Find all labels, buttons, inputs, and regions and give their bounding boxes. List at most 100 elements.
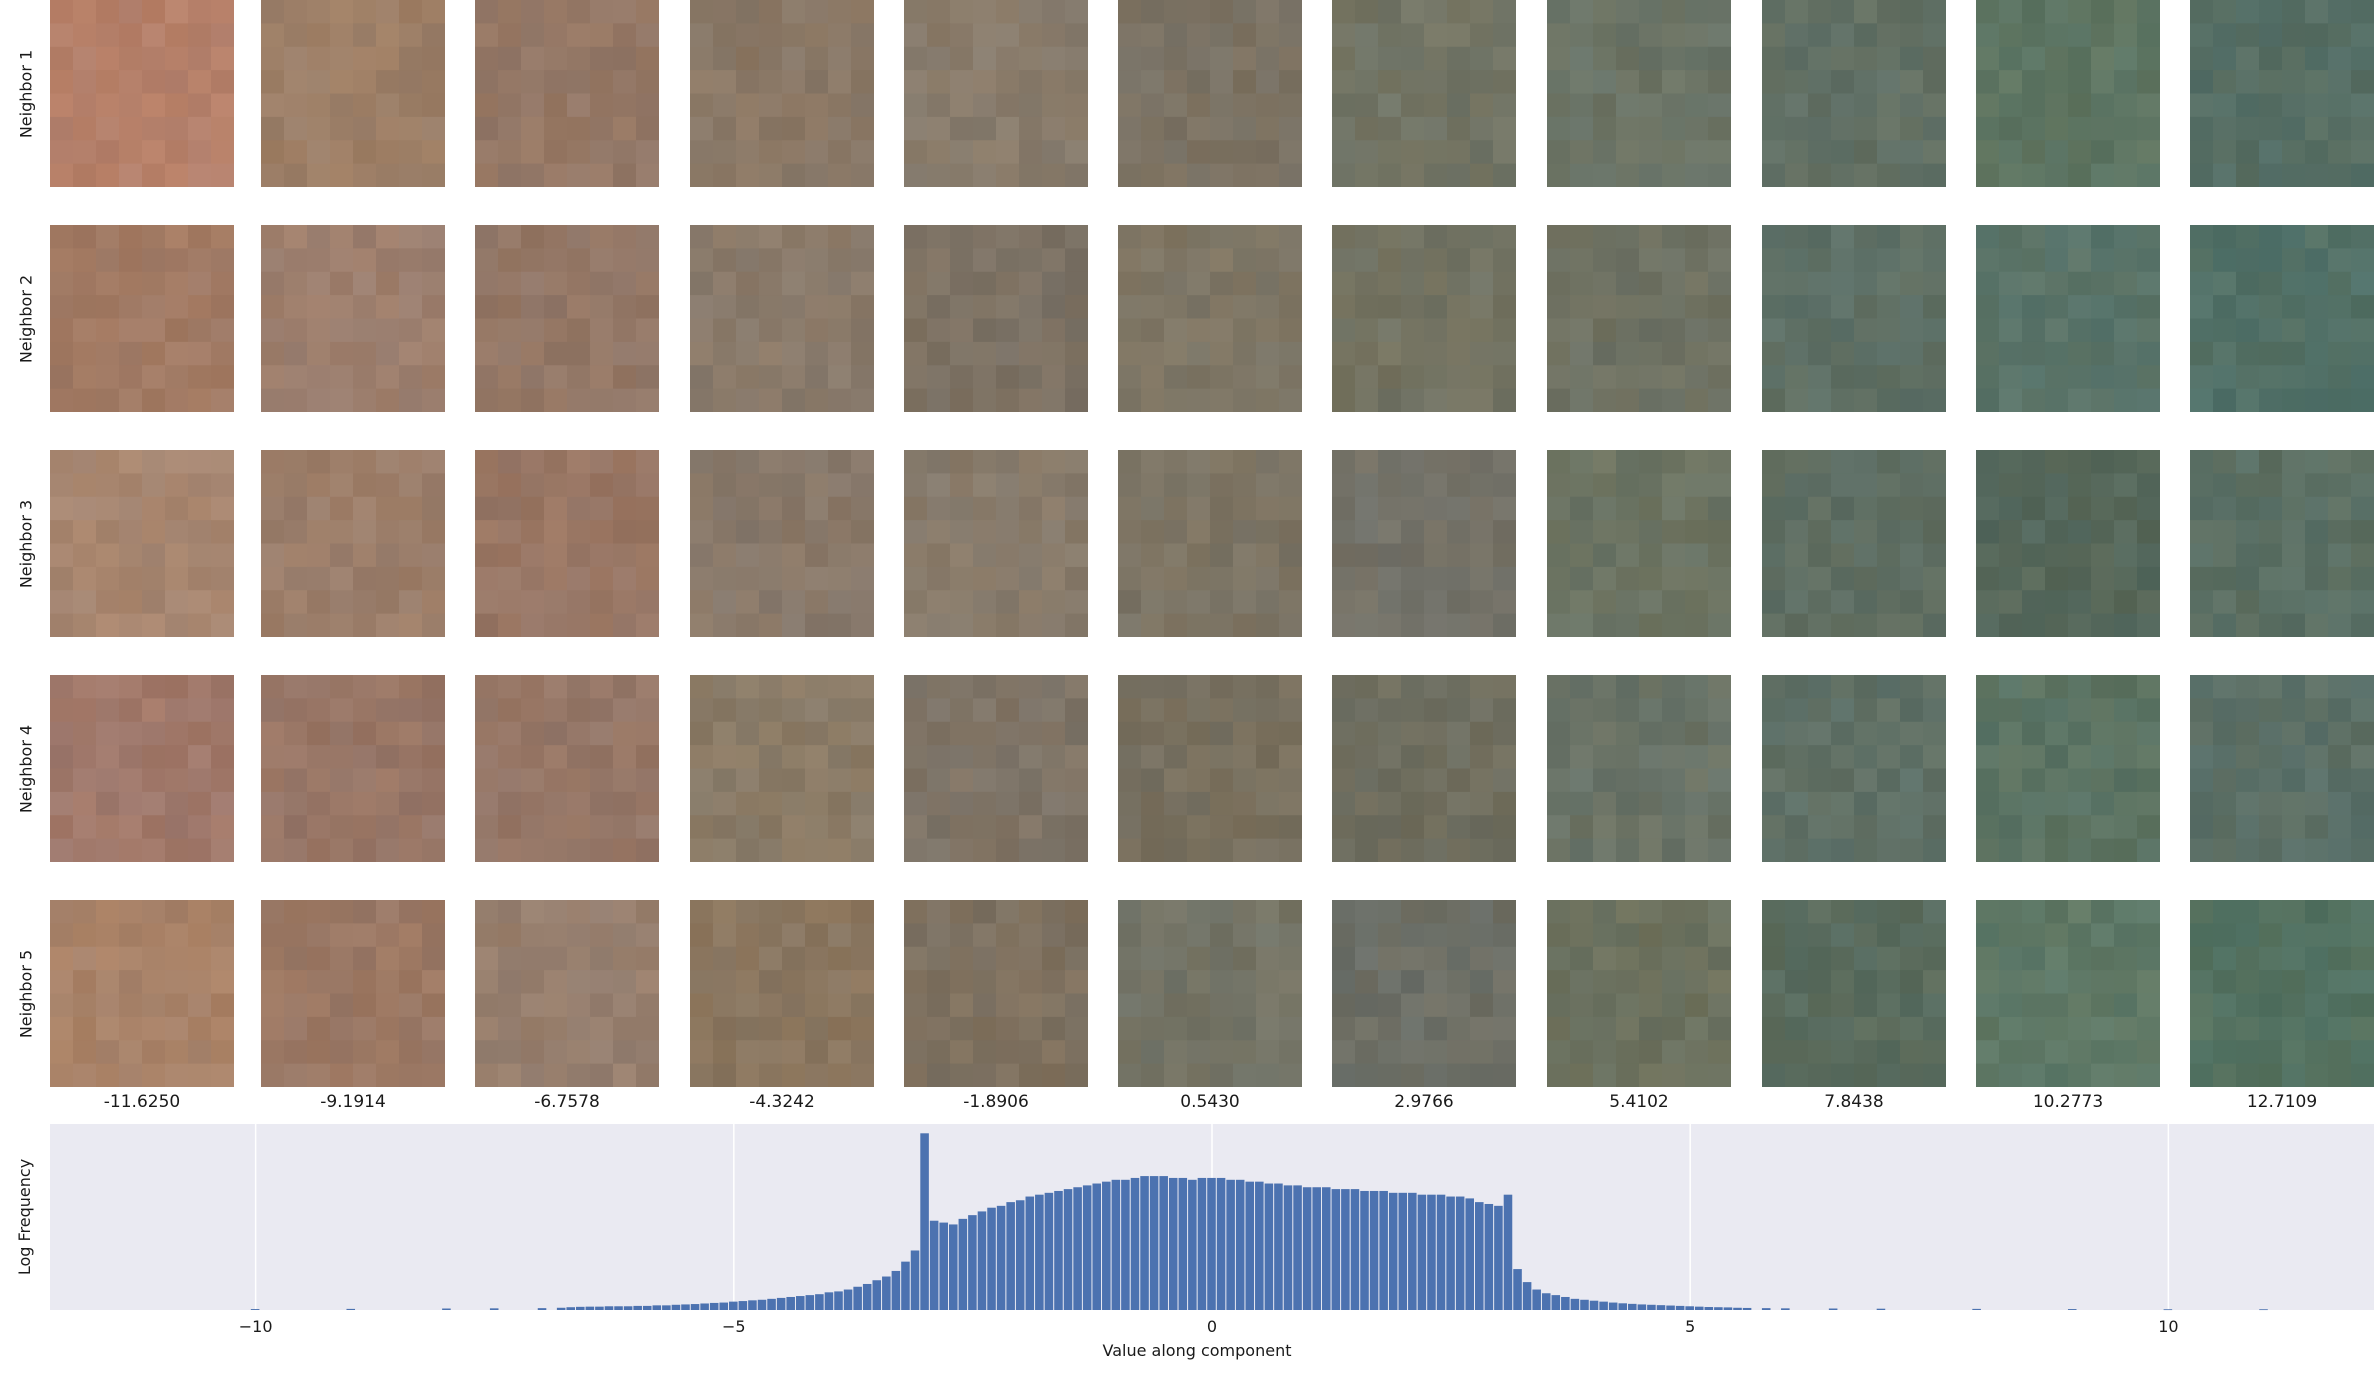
- histogram-bar: [250, 1309, 260, 1310]
- histogram-bar: [729, 1301, 738, 1310]
- histogram-bar: [1312, 1187, 1321, 1310]
- neighbor-tile: [690, 0, 874, 187]
- neighbor-tile: [904, 675, 1088, 862]
- x-tick-label: 5: [1685, 1317, 1695, 1336]
- neighbor-tile: [1976, 225, 2160, 412]
- neighbor-tile: [50, 0, 234, 187]
- column-value-label: 0.5430: [1180, 1092, 1240, 1112]
- histogram-bar: [595, 1306, 604, 1310]
- column-value-label: 7.8438: [1824, 1092, 1884, 1112]
- histogram-bar: [882, 1276, 891, 1310]
- histogram-bar: [1350, 1189, 1360, 1310]
- histogram-bar: [1446, 1196, 1455, 1310]
- histogram-bar: [633, 1305, 642, 1310]
- histogram-bar: [862, 1283, 872, 1310]
- column-value-label: 12.7109: [2246, 1092, 2318, 1112]
- histogram-bar: [1006, 1202, 1015, 1310]
- histogram-bar: [681, 1304, 690, 1310]
- neighbor-tile: [904, 0, 1088, 187]
- neighbor-tile: [1332, 0, 1516, 187]
- neighbor-tile: [1118, 675, 1302, 862]
- neighbor-tile: [475, 675, 659, 862]
- histogram-bar: [996, 1205, 1006, 1310]
- histogram-bar: [700, 1303, 709, 1310]
- histogram-bar: [690, 1304, 700, 1310]
- histogram-bar: [1427, 1194, 1436, 1310]
- histogram-bar: [2163, 1309, 2173, 1311]
- histogram-bar: [1408, 1192, 1417, 1310]
- histogram-bar: [1025, 1196, 1035, 1310]
- histogram-chart: −10 −5 0 5 10 Value along component Log Freq…: [15, 1124, 2374, 1360]
- neighbor-tile: [1976, 900, 2160, 1087]
- histogram-bar: [920, 1133, 929, 1310]
- column-value-label: -4.3242: [749, 1092, 815, 1112]
- histogram-bar: [1675, 1305, 1685, 1310]
- neighbor-tile: [1976, 450, 2160, 637]
- histogram-bar: [1733, 1307, 1742, 1310]
- histogram-bar: [556, 1307, 566, 1310]
- row-label-neighbor-4: Neighbor 4: [16, 724, 36, 813]
- histogram-bar: [1561, 1296, 1570, 1310]
- neighbor-tile: [2190, 225, 2374, 412]
- histogram-bar: [1245, 1181, 1255, 1310]
- histogram-bar: [1321, 1187, 1331, 1310]
- neighbor-tile: [690, 900, 874, 1087]
- histogram-x-axis-label: Value along component: [1103, 1341, 1292, 1360]
- column-value-label: -1.8906: [963, 1092, 1029, 1112]
- histogram-bar: [1704, 1307, 1714, 1310]
- histogram-bar: [1876, 1308, 1886, 1310]
- neighbor-tile: [1762, 675, 1946, 862]
- histogram-bar: [642, 1305, 652, 1310]
- neighbor-tile: [1547, 0, 1731, 187]
- histogram-bar: [1761, 1308, 1771, 1310]
- histogram-bar: [623, 1306, 633, 1310]
- histogram-bar: [1628, 1303, 1637, 1310]
- neighbor-tile: [475, 0, 659, 187]
- histogram-gridlines: [254, 1124, 2170, 1310]
- histogram-bar: [1742, 1307, 1752, 1310]
- histogram-bar: [489, 1308, 499, 1310]
- histogram-bar: [843, 1289, 853, 1310]
- histogram-bar: [1188, 1179, 1197, 1310]
- x-tick-label: 0: [1207, 1317, 1217, 1336]
- histogram-bar: [795, 1296, 805, 1310]
- histogram-bar: [1044, 1192, 1054, 1310]
- neighbor-tile: [1976, 0, 2160, 187]
- neighbor-tile: [261, 450, 445, 637]
- histogram-bar: [1369, 1190, 1379, 1310]
- neighbor-tile: [2190, 450, 2374, 637]
- neighbor-tile: [1332, 900, 1516, 1087]
- x-tick-label: 10: [2158, 1317, 2178, 1336]
- histogram-bar: [853, 1286, 862, 1310]
- histogram-bar: [671, 1304, 681, 1310]
- histogram-bar: [968, 1215, 977, 1310]
- histogram-bar: [1455, 1196, 1465, 1310]
- histogram-bar: [1082, 1185, 1092, 1310]
- histogram-bar: [1656, 1305, 1666, 1310]
- histogram-bar: [1283, 1185, 1293, 1310]
- histogram-bar: [958, 1218, 968, 1310]
- row-label-neighbor-5: Neighbor 5: [16, 949, 36, 1038]
- histogram-bar: [585, 1306, 595, 1310]
- column-value-label: 10.2773: [2032, 1092, 2104, 1112]
- histogram-bar: [767, 1298, 776, 1310]
- histogram-bar: [1111, 1179, 1121, 1310]
- histogram-bar: [1465, 1198, 1474, 1310]
- neighbor-tile: [261, 225, 445, 412]
- histogram-bar: [738, 1301, 748, 1310]
- neighbor-tile: [690, 675, 874, 862]
- histogram-bar: [1522, 1282, 1532, 1310]
- neighbor-tile: [1118, 225, 1302, 412]
- histogram-bar: [1274, 1183, 1283, 1310]
- histogram-bar: [1121, 1179, 1130, 1310]
- histogram-bar: [346, 1308, 356, 1310]
- histogram-bar: [1723, 1307, 1733, 1310]
- histogram-bar: [977, 1211, 987, 1310]
- neighbor-tile: [1547, 900, 1731, 1087]
- histogram-bar: [1647, 1304, 1656, 1310]
- histogram-bar: [652, 1305, 662, 1310]
- histogram-bar: [1197, 1177, 1207, 1310]
- histogram-x-ticks: −10 −5 0 5 10: [239, 1317, 2179, 1336]
- histogram-bar: [1255, 1181, 1264, 1310]
- histogram-bar: [949, 1224, 958, 1310]
